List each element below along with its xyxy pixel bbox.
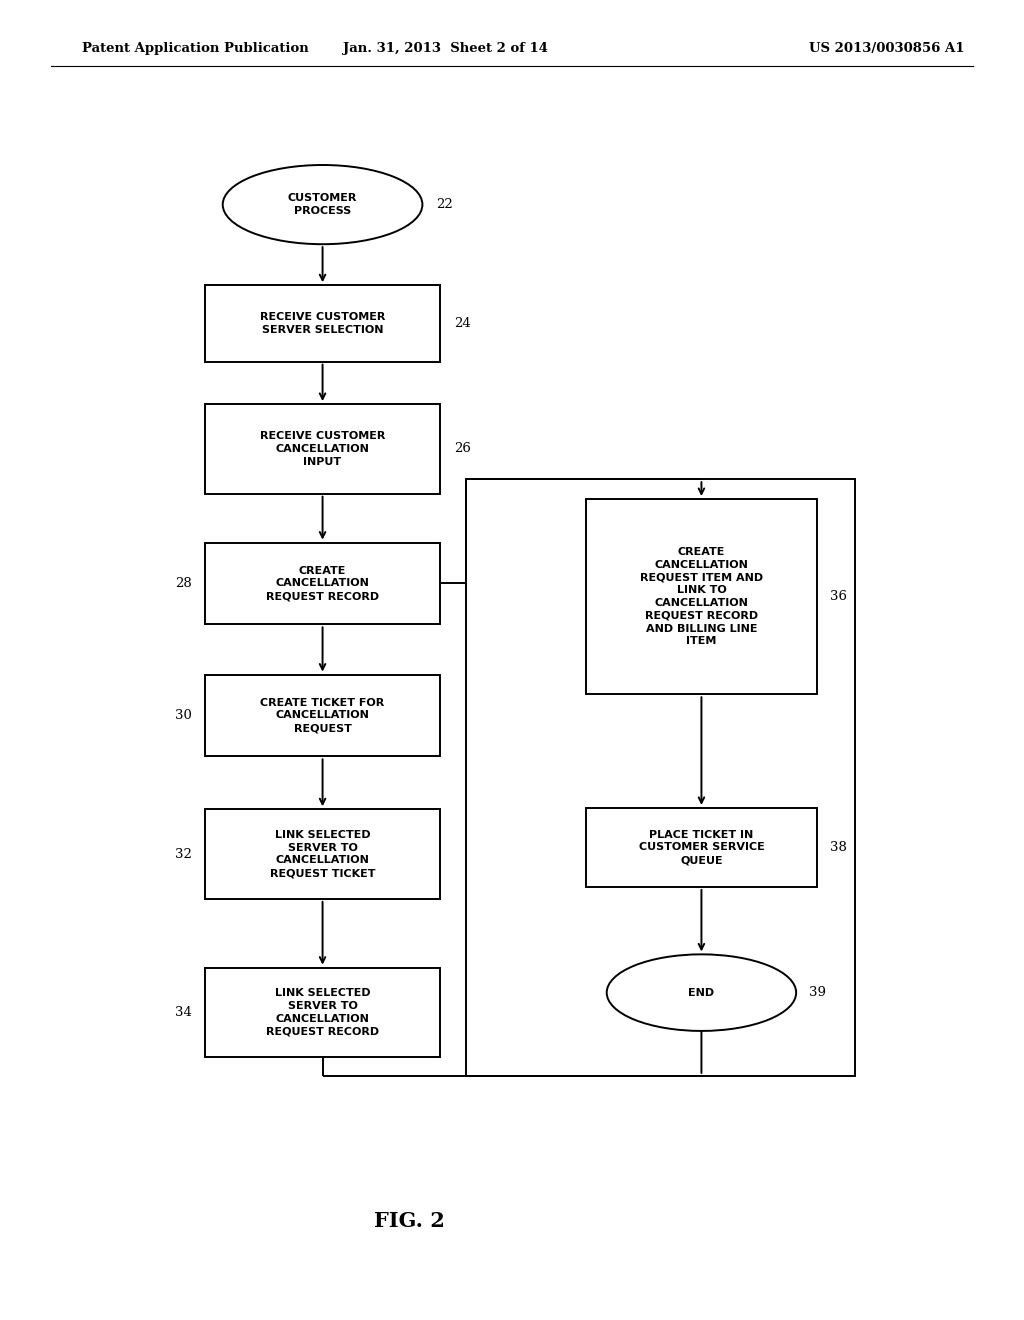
Text: CUSTOMER
PROCESS: CUSTOMER PROCESS <box>288 193 357 216</box>
Text: CREATE
CANCELLATION
REQUEST ITEM AND
LINK TO
CANCELLATION
REQUEST RECORD
AND BIL: CREATE CANCELLATION REQUEST ITEM AND LIN… <box>640 546 763 647</box>
Text: 26: 26 <box>454 442 470 455</box>
Text: 39: 39 <box>810 986 826 999</box>
Ellipse shape <box>606 954 797 1031</box>
Bar <box>586 499 817 694</box>
Text: 28: 28 <box>175 577 191 590</box>
Text: 30: 30 <box>175 709 191 722</box>
Text: FIG. 2: FIG. 2 <box>374 1210 445 1232</box>
Text: CREATE
CANCELLATION
REQUEST RECORD: CREATE CANCELLATION REQUEST RECORD <box>266 566 379 601</box>
Text: Patent Application Publication: Patent Application Publication <box>82 42 308 55</box>
Bar <box>586 808 817 887</box>
Text: Jan. 31, 2013  Sheet 2 of 14: Jan. 31, 2013 Sheet 2 of 14 <box>343 42 548 55</box>
Ellipse shape <box>223 165 422 244</box>
Bar <box>205 285 440 362</box>
Text: PLACE TICKET IN
CUSTOMER SERVICE
QUEUE: PLACE TICKET IN CUSTOMER SERVICE QUEUE <box>639 830 764 865</box>
Text: US 2013/0030856 A1: US 2013/0030856 A1 <box>809 42 965 55</box>
Text: LINK SELECTED
SERVER TO
CANCELLATION
REQUEST TICKET: LINK SELECTED SERVER TO CANCELLATION REQ… <box>269 830 376 878</box>
Bar <box>205 809 440 899</box>
Text: 32: 32 <box>175 847 191 861</box>
Text: RECEIVE CUSTOMER
SERVER SELECTION: RECEIVE CUSTOMER SERVER SELECTION <box>260 312 385 335</box>
Bar <box>205 543 440 624</box>
Text: LINK SELECTED
SERVER TO
CANCELLATION
REQUEST RECORD: LINK SELECTED SERVER TO CANCELLATION REQ… <box>266 989 379 1036</box>
Text: 24: 24 <box>454 317 470 330</box>
Bar <box>205 404 440 494</box>
Text: 34: 34 <box>175 1006 191 1019</box>
Bar <box>205 675 440 756</box>
Bar <box>466 479 855 1076</box>
Text: 22: 22 <box>436 198 453 211</box>
Text: END: END <box>688 987 715 998</box>
Text: RECEIVE CUSTOMER
CANCELLATION
INPUT: RECEIVE CUSTOMER CANCELLATION INPUT <box>260 432 385 466</box>
Text: 38: 38 <box>830 841 847 854</box>
Text: 36: 36 <box>830 590 847 603</box>
Bar <box>205 968 440 1057</box>
Text: CREATE TICKET FOR
CANCELLATION
REQUEST: CREATE TICKET FOR CANCELLATION REQUEST <box>260 698 385 733</box>
